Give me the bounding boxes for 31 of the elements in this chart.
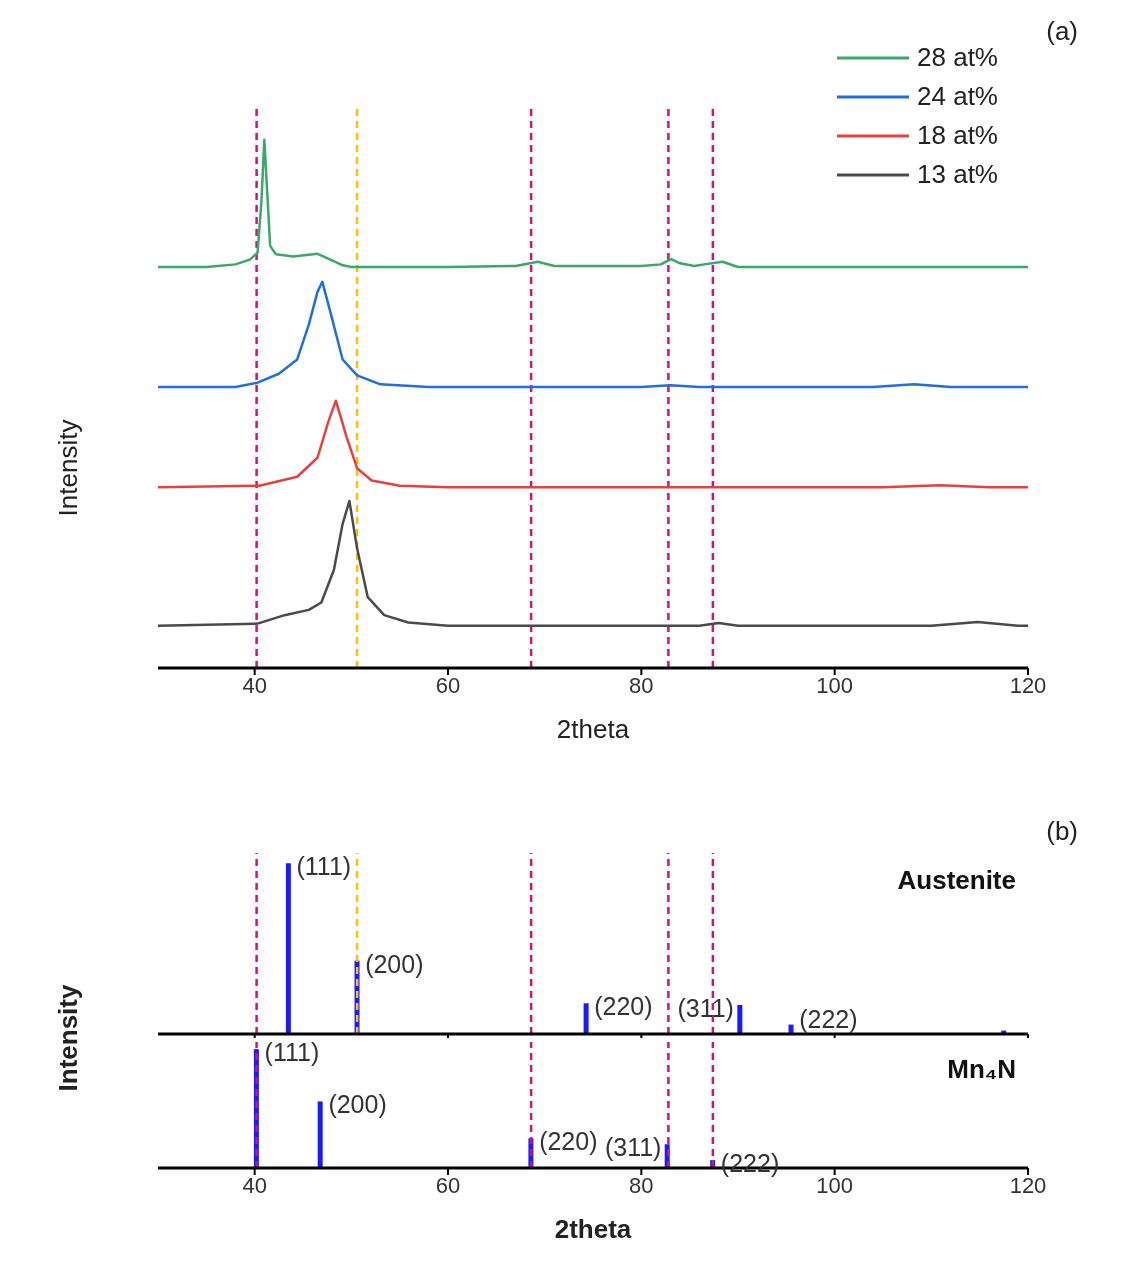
x-tick-label: 100 — [816, 1172, 854, 1198]
annotation: (200) — [328, 1090, 387, 1119]
x-tick-label: 100 — [816, 672, 854, 698]
annotation: (220) — [594, 992, 653, 1021]
x-tick-label: 120 — [1009, 1172, 1047, 1198]
legend-label: 28 at% — [917, 42, 998, 73]
annotation: (111) — [264, 1038, 320, 1067]
legend-label: 18 at% — [917, 120, 998, 151]
y-axis-title: Intensity — [52, 984, 84, 1092]
annotation: (311) — [677, 993, 734, 1022]
x-tick-label: 120 — [1009, 672, 1047, 698]
annotation: (200) — [365, 949, 424, 978]
text: (b) — [1046, 816, 1078, 847]
annotation: Austenite — [897, 865, 1016, 896]
annotation: (311) — [604, 1133, 662, 1162]
x-tick-label: 40 — [242, 672, 267, 698]
legend-label: 24 at% — [917, 81, 998, 112]
x-tick-label: 60 — [435, 1172, 461, 1198]
annotation: (220) — [539, 1127, 598, 1156]
x-tick-label: 80 — [629, 672, 654, 698]
annotation: (222) — [799, 1005, 858, 1033]
x-axis-title: 2theta — [556, 714, 630, 744]
annotation: (111) — [296, 852, 352, 881]
legend-label: 13 at% — [917, 159, 998, 190]
text: (a) — [1046, 16, 1078, 47]
x-tick-label: 60 — [435, 672, 461, 698]
x-tick-label: 80 — [629, 1172, 654, 1198]
x-axis-title: 2theta — [554, 1214, 632, 1244]
annotation: Mn₄N — [947, 1054, 1016, 1085]
x-tick-label: 40 — [242, 1172, 267, 1198]
y-axis-title: Intensity — [52, 419, 84, 517]
